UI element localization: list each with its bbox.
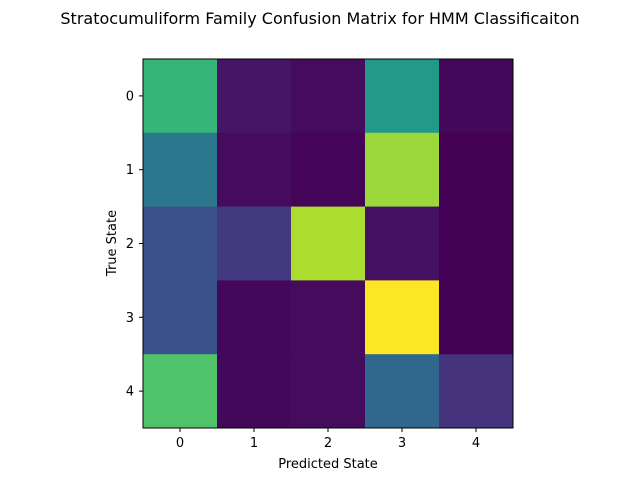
heatmap-cell-r1-c4: [439, 132, 514, 208]
y-axis-ticks: 0 1 2 3 4: [126, 89, 143, 400]
heatmap-cell-r0-c2: [291, 59, 366, 134]
heatmap-cell-r0-c0: [143, 59, 218, 134]
x-axis-ticks: 0 1 2 3 4: [176, 428, 480, 451]
heatmap-cell-r0-c4: [439, 59, 514, 134]
heatmap-cell-r1-c3: [365, 132, 440, 208]
heatmap-cell-r0-c3: [365, 59, 440, 134]
heatmap-cell-r3-c1: [217, 280, 292, 355]
x-tick-label-3: 3: [398, 436, 406, 451]
heatmap-cell-r4-c3: [365, 354, 440, 429]
y-tick-label-4: 4: [126, 385, 134, 400]
heatmap-cell-r0-c1: [217, 59, 292, 134]
y-tick-label-1: 1: [126, 163, 134, 178]
x-tick-label-0: 0: [176, 436, 184, 451]
y-tick-label-0: 0: [126, 89, 134, 104]
heatmap-cell-r1-c2: [291, 132, 366, 208]
heatmap-cell-r3-c4: [439, 280, 514, 355]
heatmap-cell-r2-c1: [217, 206, 292, 281]
heatmap-cell-r3-c2: [291, 280, 366, 355]
y-tick-label-3: 3: [126, 311, 134, 326]
heatmap-cell-r2-c2: [291, 206, 366, 281]
heatmap-cell-r3-c0: [143, 280, 218, 355]
heatmap-cell-r4-c1: [217, 354, 292, 429]
heatmap-cell-r2-c4: [439, 206, 514, 281]
heatmap-cell-r3-c3: [365, 280, 440, 355]
heatmap-cell-r2-c3: [365, 206, 440, 281]
heatmap-cell-r4-c2: [291, 354, 366, 429]
heatmap-cell-r1-c0: [143, 132, 218, 208]
heatmap-cell-r4-c0: [143, 354, 218, 429]
y-axis-label: True State: [105, 210, 120, 277]
heatmap-cell-r2-c0: [143, 206, 218, 281]
x-tick-label-4: 4: [472, 436, 480, 451]
heatmap-cells: [143, 59, 514, 429]
x-tick-label-2: 2: [324, 436, 332, 451]
y-tick-label-2: 2: [126, 237, 134, 252]
heatmap-cell-r4-c4: [439, 354, 514, 429]
chart-title: Stratocumuliform Family Confusion Matrix…: [60, 9, 579, 28]
x-axis-label: Predicted State: [278, 457, 378, 472]
x-tick-label-1: 1: [250, 436, 258, 451]
heatmap-cell-r1-c1: [217, 132, 292, 208]
